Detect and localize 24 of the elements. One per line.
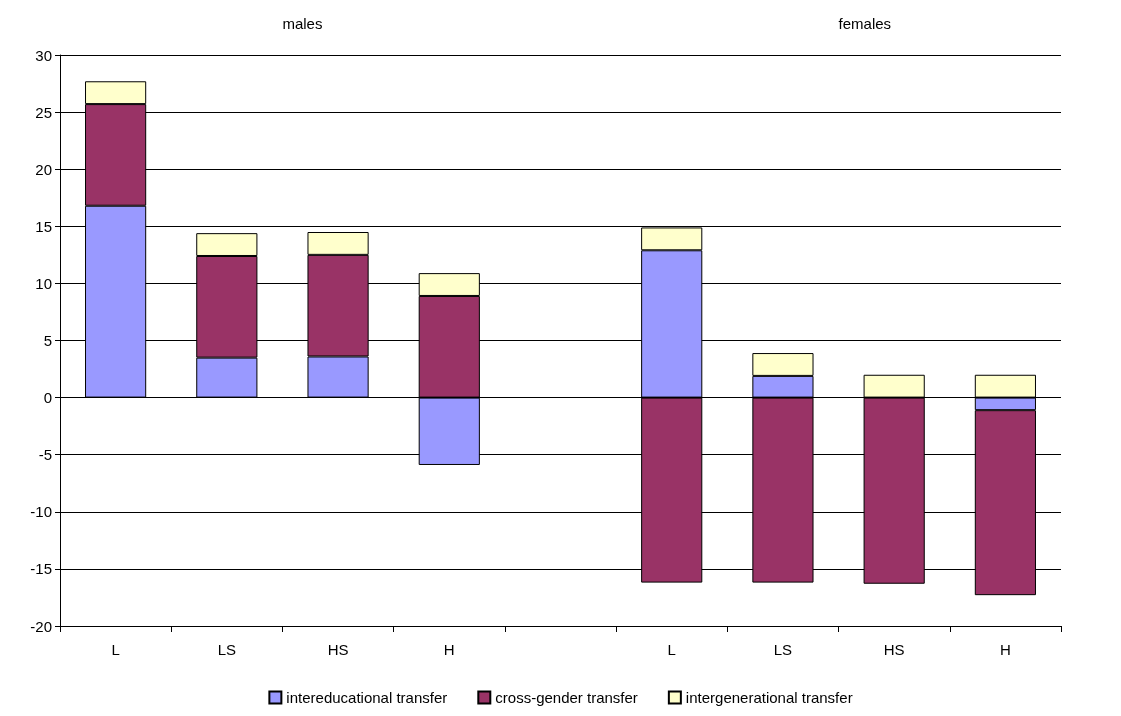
y-tick-label: 15 (35, 217, 52, 235)
y-tick-label: 0 (43, 389, 52, 407)
y-tick-label: 30 (35, 46, 52, 64)
legend-label: cross-gender transfer (495, 689, 638, 706)
x-tick-label: L (667, 641, 676, 658)
y-tick-label: 20 (35, 160, 52, 178)
x-tick-label: LS (217, 641, 237, 658)
y-tick-label: -5 (38, 446, 52, 464)
text: females (838, 15, 892, 32)
x-tick-label: L (111, 641, 120, 658)
y-tick-label: 5 (43, 332, 52, 349)
x-tick-label: LS (773, 641, 793, 658)
legend-label: intergenerational transfer (685, 689, 853, 706)
legend-label: intereducational transfer (286, 689, 448, 706)
x-tick-label: H (443, 641, 455, 658)
y-tick-label: 25 (35, 103, 52, 121)
y-tick-label: -20 (30, 617, 52, 635)
y-tick-label: -10 (30, 503, 52, 521)
y-tick-label: -15 (30, 560, 52, 578)
x-tick-label: H (999, 641, 1011, 658)
x-tick-label: HS (327, 641, 349, 658)
text: males (282, 15, 323, 32)
y-tick-label: 10 (35, 274, 52, 292)
x-tick-label: HS (883, 641, 905, 658)
